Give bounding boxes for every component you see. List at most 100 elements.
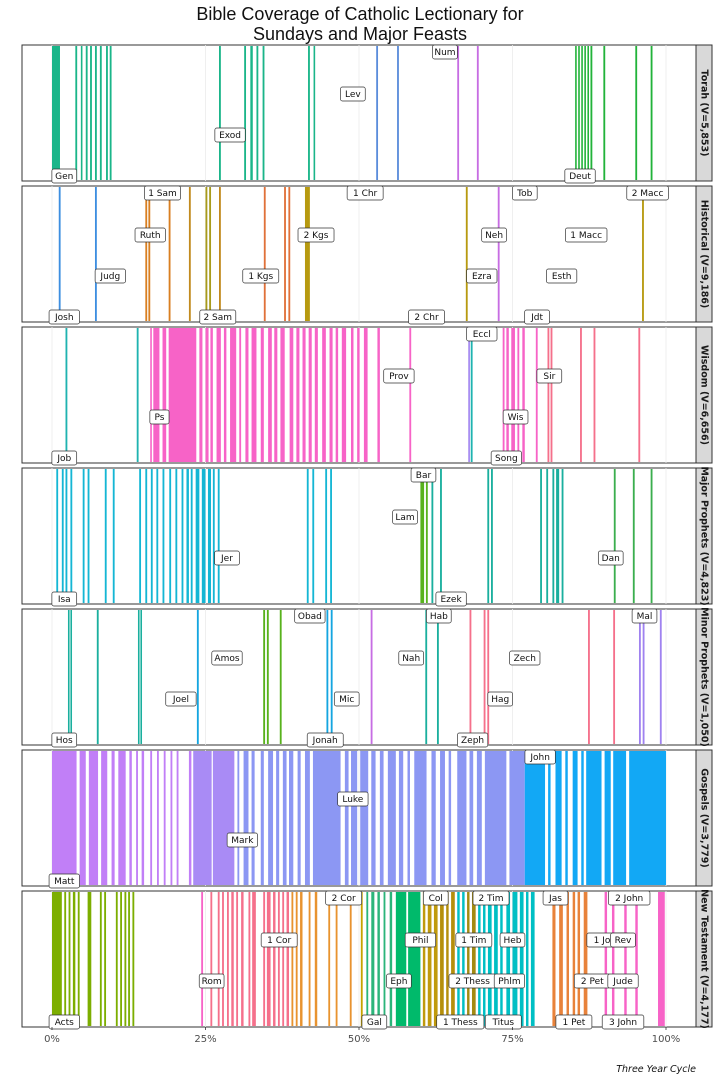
coverage-bar	[308, 46, 310, 180]
book-label: 1 Tim	[455, 932, 493, 948]
book-label-box	[94, 268, 126, 284]
coverage-bar	[322, 328, 326, 462]
coverage-bar	[306, 469, 309, 603]
book-label-text: 1 John	[594, 936, 622, 946]
coverage-bar	[604, 892, 608, 1026]
coverage-bar	[260, 751, 264, 885]
book-label: Phlm	[493, 973, 525, 989]
coverage-bar	[440, 751, 445, 885]
coverage-bar	[77, 892, 80, 1026]
book-label-box	[423, 890, 449, 906]
book-label-text: Mark	[231, 836, 254, 846]
coverage-bar	[377, 892, 380, 1026]
coverage-bar	[469, 610, 472, 744]
book-label-box	[214, 127, 246, 143]
book-label: 2 John	[608, 890, 651, 906]
book-label: Exod	[214, 127, 246, 143]
book-label-text: 3 John	[609, 1018, 637, 1028]
book-label: Joel	[165, 691, 197, 707]
coverage-bar	[484, 751, 507, 885]
coverage-bar	[210, 892, 213, 1026]
coverage-bar	[389, 892, 393, 1026]
coverage-bar	[109, 46, 112, 180]
coverage-bar	[422, 892, 426, 1026]
book-label-text: Acts	[55, 1018, 74, 1028]
coverage-bar	[526, 892, 529, 1026]
coverage-bar	[304, 751, 310, 885]
book-label: 2 Cor	[325, 890, 362, 906]
coverage-bar	[487, 892, 492, 1026]
coverage-bar	[431, 751, 436, 885]
book-label-box	[211, 650, 243, 666]
book-label-text: 2 Sam	[203, 313, 232, 323]
coverage-bar	[360, 892, 363, 1026]
coverage-bar	[212, 469, 215, 603]
facet-strip	[695, 44, 713, 182]
coverage-bar	[96, 610, 99, 744]
coverage-bar	[193, 751, 212, 885]
coverage-bar	[624, 892, 627, 1026]
coverage-bar	[457, 751, 467, 885]
book-label-box	[51, 591, 78, 607]
coverage-bar	[99, 46, 102, 180]
book-label-box	[509, 650, 541, 666]
coverage-bar	[360, 751, 369, 885]
book-label: 2 Chr	[408, 309, 445, 325]
coverage-bar	[217, 892, 220, 1026]
coverage-bar	[314, 328, 318, 462]
book-label-text: Job	[56, 454, 71, 464]
coverage-bar	[263, 892, 266, 1026]
book-label-box	[294, 608, 326, 624]
coverage-bar	[128, 892, 130, 1026]
coverage-bar	[248, 892, 251, 1026]
coverage-bar	[251, 751, 255, 885]
book-label-box	[404, 932, 436, 948]
coverage-bar	[176, 751, 179, 885]
coverage-bar	[162, 469, 165, 603]
coverage-bar	[245, 328, 249, 462]
book-label-text: Mal	[637, 612, 653, 622]
coverage-bar	[409, 328, 412, 462]
x-tick-label: 75%	[501, 1034, 523, 1045]
coverage-bar	[611, 892, 615, 1026]
coverage-bar	[85, 46, 88, 180]
coverage-bar	[506, 892, 511, 1026]
coverage-bar	[440, 469, 442, 603]
facet-strip-label: Major Prophets (V=4,823)	[699, 466, 710, 605]
book-label-box	[499, 932, 526, 948]
book-label-box	[48, 1014, 80, 1030]
coverage-bar	[104, 892, 107, 1026]
book-label-text: Deut	[569, 172, 591, 182]
chart-title-line-1: Bible Coverage of Catholic Lectionary fo…	[196, 4, 524, 24]
coverage-bar	[440, 892, 444, 1026]
coverage-bar	[80, 46, 83, 180]
book-label-text: Dan	[602, 554, 620, 564]
book-label-text: Jas	[548, 894, 562, 904]
coverage-bar	[145, 187, 148, 321]
book-label: 1 Chr	[346, 185, 384, 201]
coverage-bar	[572, 751, 578, 885]
book-label-text: Neh	[485, 231, 503, 241]
coverage-bar	[67, 610, 70, 744]
coverage-bar	[150, 751, 153, 885]
coverage-bar	[252, 892, 256, 1026]
coverage-bar	[546, 469, 549, 603]
coverage-bar	[205, 187, 208, 321]
book-label: 2 Kgs	[297, 227, 335, 243]
book-label-box	[432, 44, 458, 60]
coverage-bar	[344, 751, 349, 885]
book-label-box	[542, 890, 569, 906]
coverage-bar	[395, 892, 407, 1026]
coverage-bar	[153, 328, 160, 462]
coverage-bar	[115, 892, 118, 1026]
coverage-bar	[297, 751, 301, 885]
coverage-bar	[471, 892, 476, 1026]
book-label-text: Tob	[516, 189, 532, 199]
coverage-bar	[251, 328, 257, 462]
coverage-bar	[52, 751, 77, 885]
book-label: Prov	[383, 368, 415, 384]
book-label-text: Zeph	[461, 736, 484, 746]
coverage-bar	[425, 469, 428, 603]
book-label: Ezek	[435, 591, 467, 607]
book-label-text: Exod	[219, 131, 241, 141]
